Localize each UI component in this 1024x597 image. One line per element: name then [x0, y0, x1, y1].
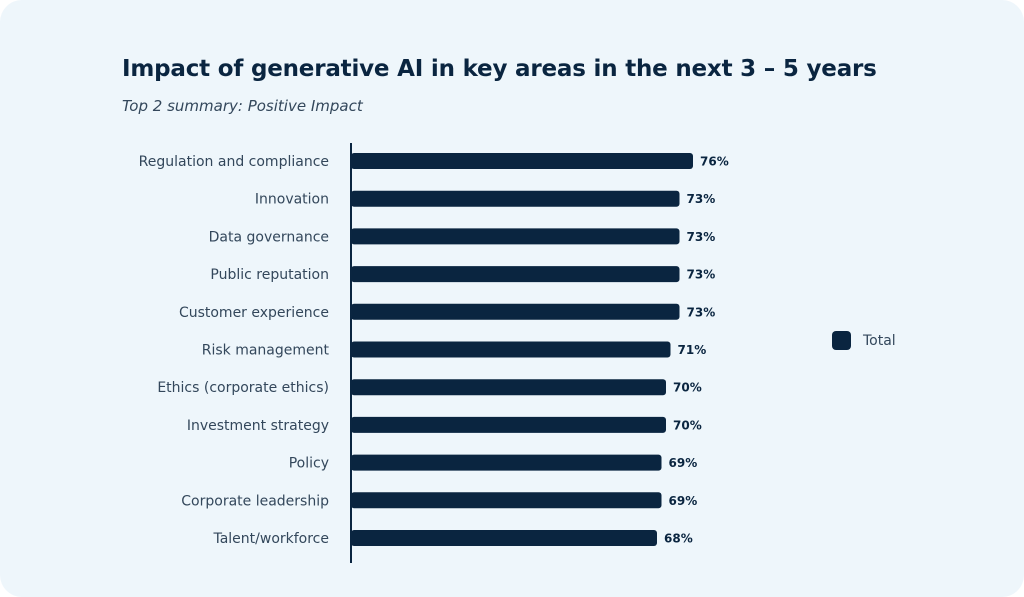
bar: [351, 454, 662, 471]
bar: [351, 266, 680, 283]
bar: [351, 530, 657, 546]
data-label: 73%: [687, 305, 716, 319]
data-label: 68%: [664, 532, 693, 546]
bar: [351, 228, 680, 245]
legend: Total: [832, 331, 896, 350]
category-label: Ethics (corporate ethics): [157, 380, 329, 396]
chart-subtitle: Top 2 summary: Positive Impact: [122, 97, 363, 115]
chart-title: Impact of generative AI in key areas in …: [122, 56, 877, 82]
data-label: 76%: [700, 155, 729, 169]
legend-label-total: Total: [863, 332, 896, 349]
data-label: 70%: [673, 418, 702, 432]
category-label: Talent/workforce: [212, 531, 329, 547]
category-label: Investment strategy: [187, 418, 329, 434]
category-label: Public reputation: [210, 267, 329, 283]
data-label: 69%: [669, 456, 698, 470]
data-label: 73%: [687, 192, 716, 206]
category-label: Regulation and compliance: [139, 154, 329, 170]
data-label: 71%: [678, 343, 707, 357]
category-label: Risk management: [202, 343, 330, 359]
legend-swatch-total: [832, 331, 851, 350]
category-label: Policy: [289, 456, 329, 472]
bar: [351, 153, 693, 169]
category-label: Data governance: [209, 229, 329, 245]
data-label: 73%: [687, 268, 716, 282]
bar: [351, 416, 666, 433]
data-label: 73%: [687, 230, 716, 244]
bar: [351, 379, 666, 396]
bar: [351, 492, 662, 509]
data-label: 69%: [669, 494, 698, 508]
data-label: 70%: [673, 381, 702, 395]
category-label: Innovation: [255, 192, 329, 208]
category-label: Corporate leadership: [181, 493, 329, 509]
bar: [351, 341, 671, 358]
bar: [351, 303, 680, 320]
category-label: Customer experience: [179, 305, 329, 321]
bar: [351, 190, 680, 207]
